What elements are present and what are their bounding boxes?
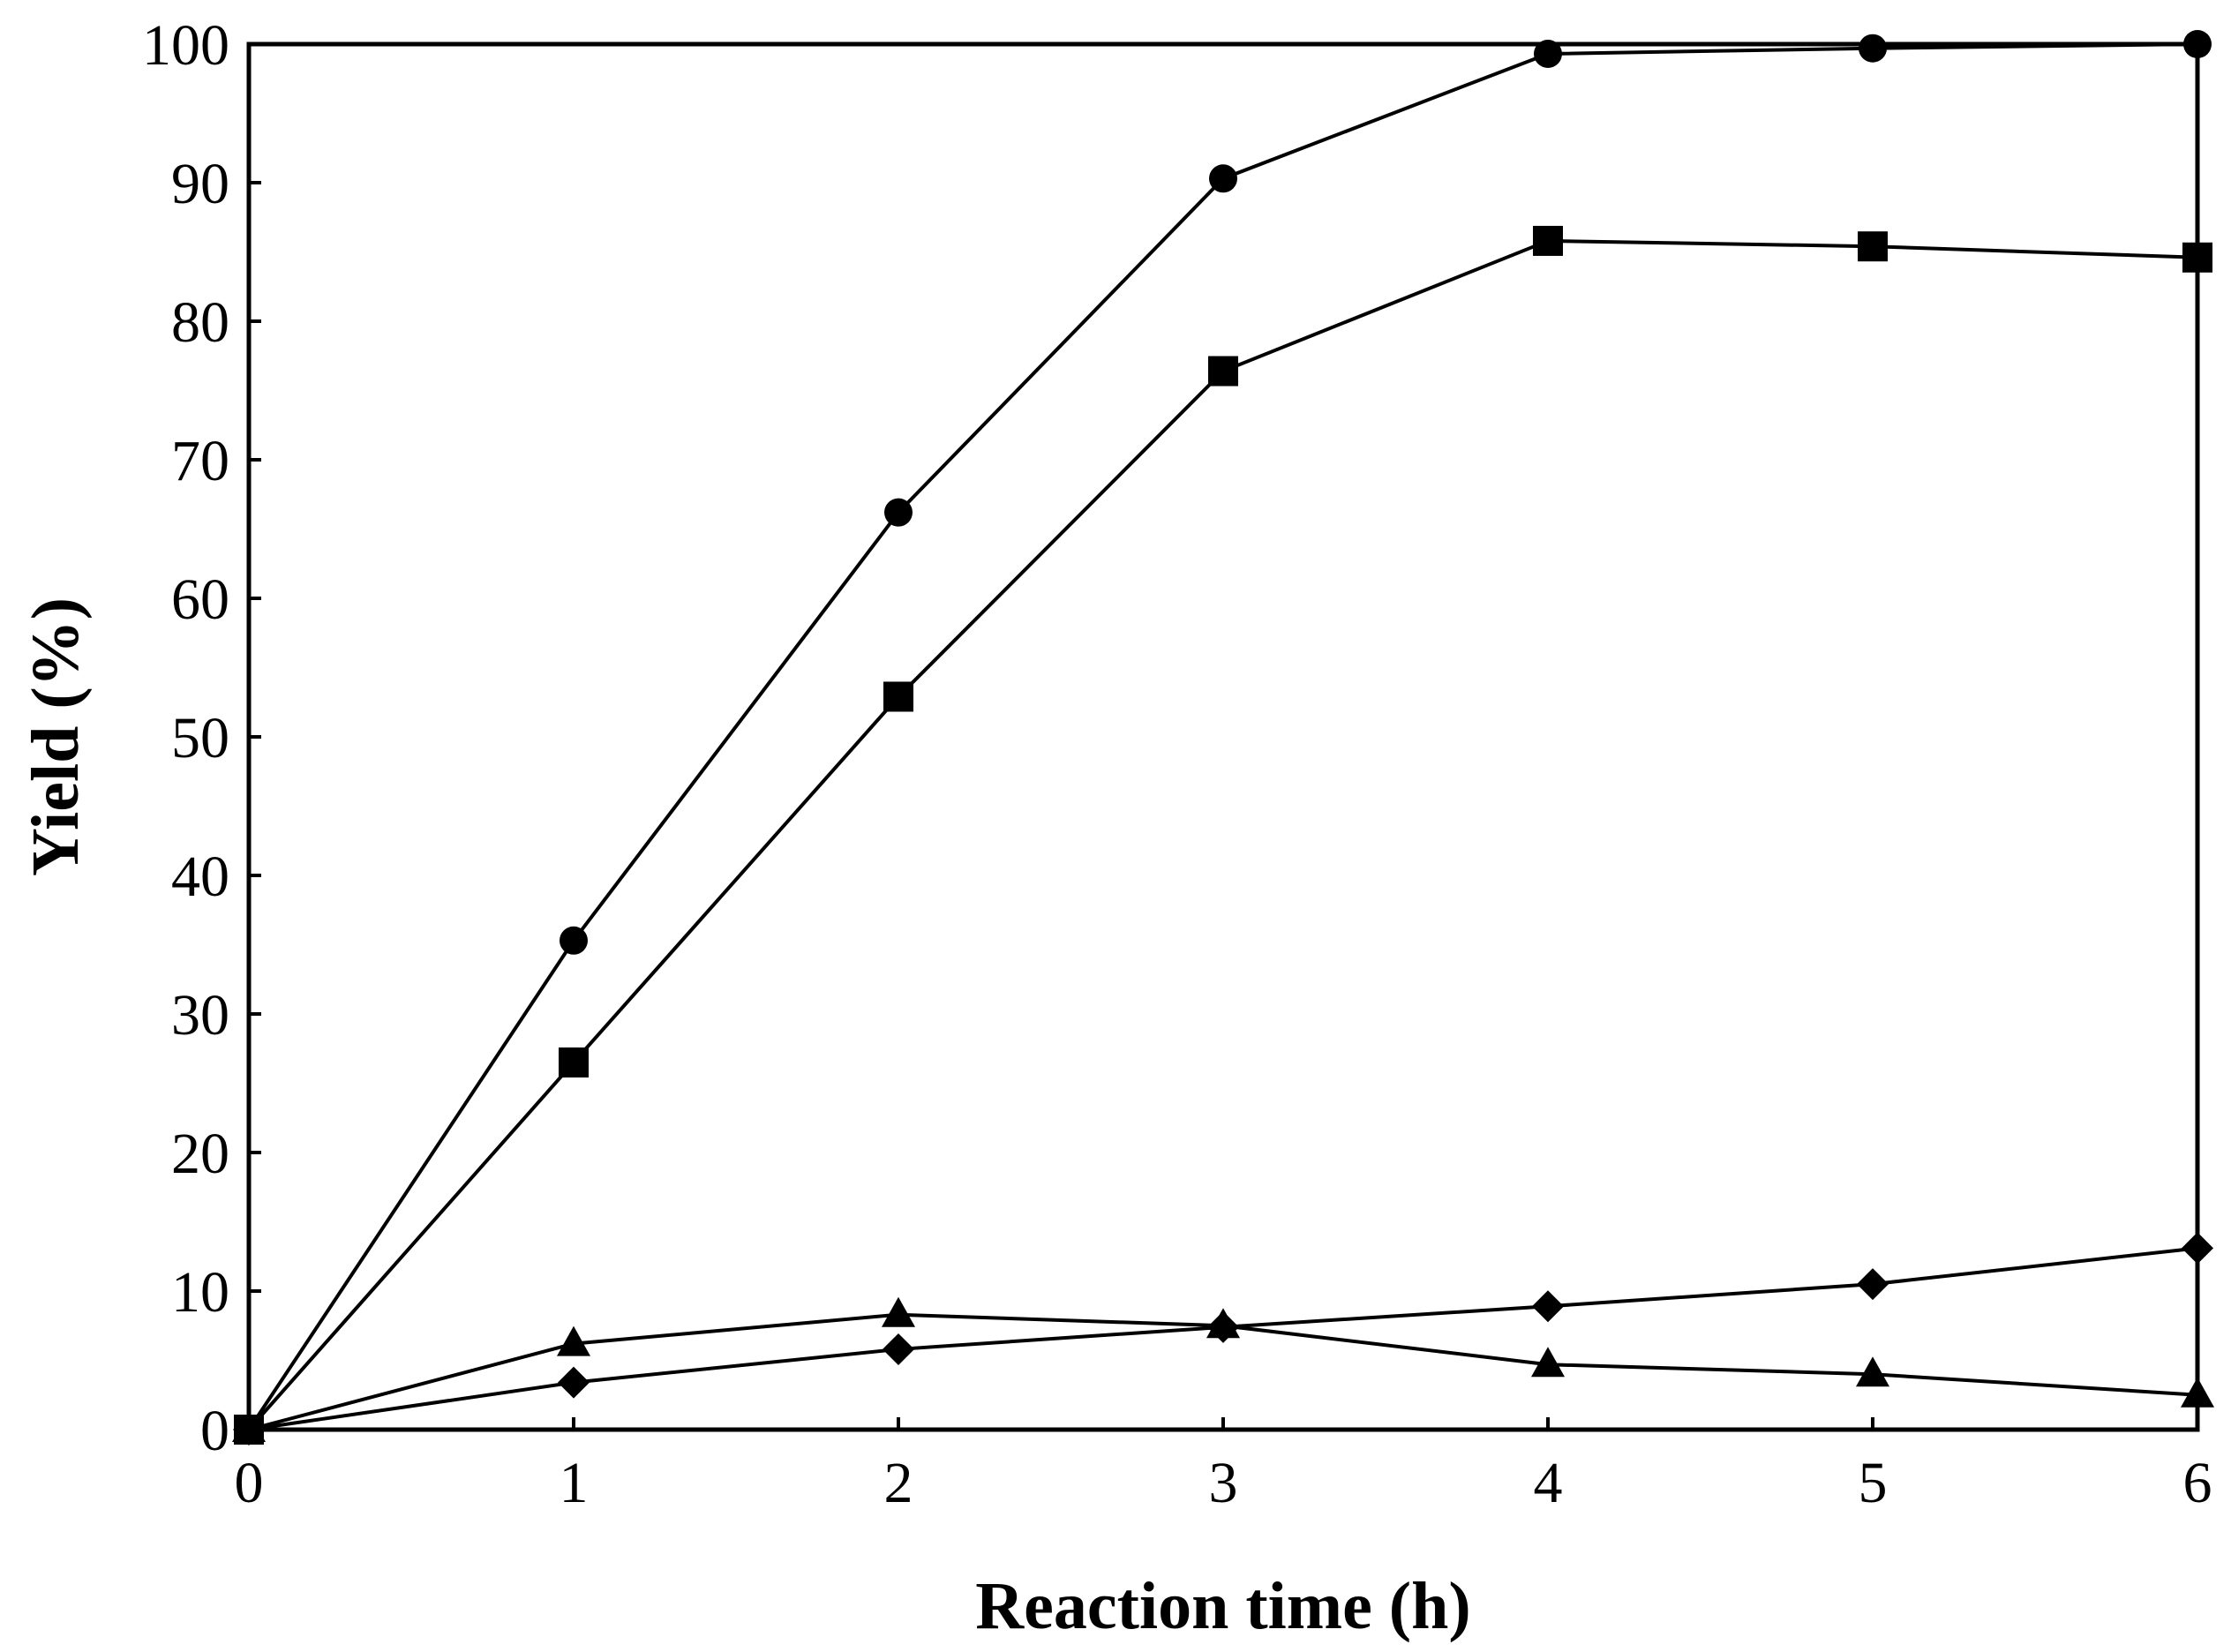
data-point-circle-2: [884, 498, 913, 527]
data-point-circle-4: [1534, 39, 1562, 68]
data-point-triangle-1: [557, 1325, 590, 1356]
series-markers: [232, 30, 2214, 1446]
y-tick-label-70: 70: [171, 429, 229, 493]
y-axis-title: Yield (%): [19, 597, 93, 876]
y-tick-label-80: 80: [171, 290, 229, 355]
y-tick-label-10: 10: [171, 1260, 229, 1325]
data-point-square-1: [559, 1047, 589, 1078]
data-point-square-4: [1533, 225, 1563, 256]
data-point-circle-3: [1209, 164, 1237, 193]
x-tick-label-3: 3: [1209, 1451, 1238, 1515]
y-tick-label-40: 40: [171, 845, 229, 909]
data-point-triangle-6: [2181, 1377, 2214, 1408]
y-tick-label-20: 20: [171, 1122, 229, 1186]
plot-frame: [246, 41, 2200, 1432]
series-line-circle: [247, 42, 2198, 1431]
data-point-triangle-3: [1206, 1308, 1240, 1339]
x-tick-label-2: 2: [884, 1451, 913, 1515]
x-tick-label-5: 5: [1859, 1451, 1888, 1515]
y-tick-label-50: 50: [171, 706, 229, 770]
data-point-circle-5: [1859, 34, 1887, 63]
data-point-diamond-5: [1857, 1268, 1889, 1301]
tick-labels: 0 10 20 30 40 50 60 70 80 90 100 0 1 2 3 4 5 6: [142, 13, 2212, 1515]
data-point-triangle-2: [882, 1296, 915, 1327]
data-point-circle-1: [560, 926, 588, 955]
y-tick-label-30: 30: [171, 983, 229, 1048]
data-point-square-2: [883, 681, 913, 712]
x-tick-label-0: 0: [235, 1451, 264, 1515]
y-tick-label-60: 60: [171, 567, 229, 632]
data-point-square-3: [1208, 356, 1238, 387]
data-point-square-6: [2182, 242, 2212, 273]
data-point-diamond-6: [2182, 1232, 2213, 1265]
series-line-square: [247, 238, 2198, 1431]
x-tick-label-6: 6: [2183, 1451, 2212, 1515]
x-tick-label-1: 1: [560, 1451, 589, 1515]
series-lines: [247, 42, 2198, 1431]
data-point-circle-6: [2183, 30, 2212, 58]
data-point-triangle-4: [1531, 1347, 1565, 1378]
data-point-diamond-1: [558, 1366, 590, 1399]
data-point-square-5: [1858, 231, 1888, 262]
data-point-diamond-4: [1532, 1290, 1564, 1323]
y-tick-label-0: 0: [200, 1399, 229, 1463]
x-axis-title: Reaction time (h): [975, 1569, 1470, 1643]
data-point-diamond-2: [883, 1333, 914, 1365]
axis-ticks: [247, 42, 2199, 1431]
x-tick-label-4: 4: [1534, 1451, 1563, 1515]
y-tick-label-100: 100: [142, 13, 229, 78]
data-point-triangle-5: [1856, 1356, 1889, 1387]
data-point-triangle-0: [232, 1412, 266, 1442]
y-tick-label-90: 90: [171, 152, 229, 216]
